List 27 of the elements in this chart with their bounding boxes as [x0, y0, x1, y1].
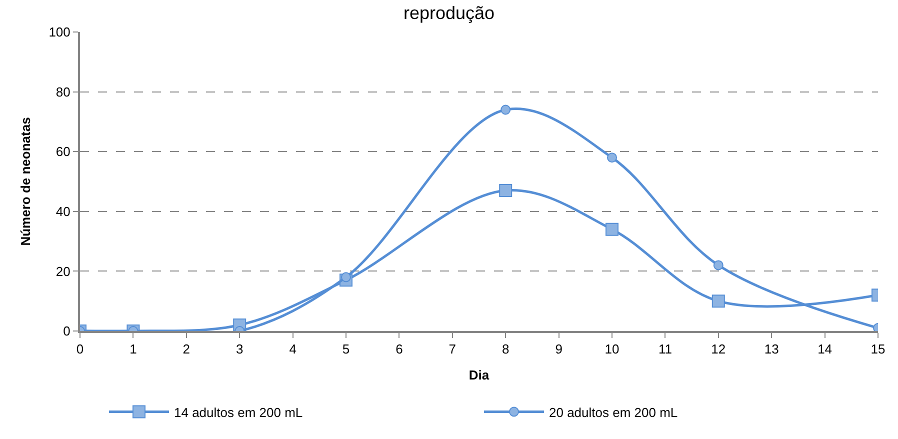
legend-label: 20 adultos em 200 mL: [549, 404, 678, 420]
y-tick-label: 80: [56, 84, 70, 100]
x-tick-label: 0: [76, 342, 84, 357]
y-tick-label: 60: [56, 144, 70, 160]
x-tick-label: 6: [396, 342, 403, 357]
x-tick-label: 11: [658, 342, 672, 357]
y-axis-title: Número de neonatas: [18, 117, 34, 246]
x-tick-label: 1: [130, 342, 137, 357]
x-tick-label: 8: [502, 342, 510, 357]
x-tick-label: 3: [236, 342, 244, 357]
legend-label: 14 adultos em 200 mL: [174, 404, 303, 420]
x-tick-label: 13: [764, 342, 779, 357]
x-tick-label: 12: [711, 342, 726, 357]
y-tick-label: 0: [63, 324, 70, 339]
y-tick-label: 40: [56, 204, 70, 219]
x-tick-label: 9: [555, 342, 562, 357]
x-tick-label: 7: [448, 342, 456, 357]
x-axis-title: Dia: [468, 368, 490, 383]
x-tick-label: 10: [604, 342, 620, 357]
x-tick-label: 4: [289, 342, 296, 357]
x-tick-label: 15: [870, 342, 886, 357]
x-tick-label: 5: [342, 342, 350, 357]
chart-title: reprodução: [403, 3, 495, 24]
y-tick-label: 20: [56, 264, 70, 279]
y-tick-label: 100: [48, 24, 70, 40]
x-tick-label: 2: [182, 342, 190, 357]
x-tick-label: 14: [818, 342, 832, 357]
